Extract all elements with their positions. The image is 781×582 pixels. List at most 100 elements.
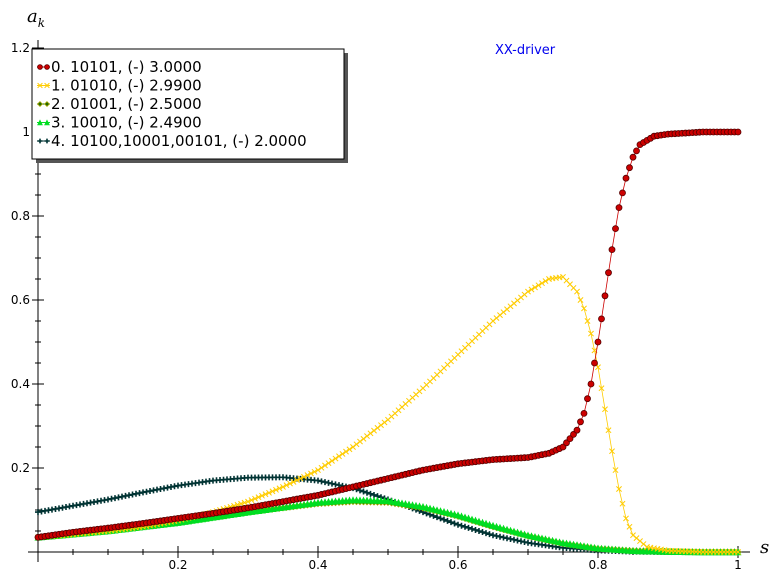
- data-point: [434, 514, 440, 521]
- legend-marker: [44, 82, 50, 89]
- x-tick-label: 0.6: [448, 558, 467, 572]
- data-point: [588, 330, 594, 337]
- data-point: [542, 278, 549, 285]
- data-point: [619, 500, 626, 507]
- data-point: [252, 495, 258, 502]
- data-point: [364, 433, 370, 440]
- data-point: [290, 478, 297, 485]
- y-axis-label-sub: k: [38, 16, 45, 30]
- data-point: [343, 448, 349, 455]
- data-point: [367, 430, 374, 437]
- x-axis-label: s: [760, 537, 769, 558]
- data-point: [318, 464, 325, 471]
- data-point: [241, 499, 248, 506]
- data-point: [371, 427, 377, 434]
- data-point: [591, 359, 598, 367]
- data-point: [598, 385, 605, 392]
- legend-label: 3. 10010, (-) 2.4900: [51, 114, 202, 132]
- data-point: [629, 153, 637, 161]
- data-point: [364, 489, 370, 496]
- data-point: [587, 380, 595, 388]
- x-tick-label: 0.2: [168, 558, 187, 572]
- data-point: [619, 189, 626, 197]
- data-point: [276, 485, 283, 492]
- data-point: [374, 424, 381, 431]
- data-point: [360, 435, 367, 442]
- data-point: [455, 521, 461, 528]
- data-point: [280, 483, 286, 490]
- data-point: [476, 528, 482, 534]
- series-1: [35, 273, 741, 555]
- data-point: [573, 426, 581, 434]
- data-point: [539, 280, 545, 287]
- data-point: [304, 472, 311, 479]
- data-point: [472, 526, 479, 533]
- series-line: [37, 276, 738, 553]
- legend-item-0: 0. 10101, (-) 3.0000: [37, 58, 202, 76]
- legend-marker: [44, 138, 50, 144]
- data-point: [598, 315, 605, 323]
- legend-marker: [37, 101, 43, 107]
- data-point: [315, 467, 321, 474]
- legend-label: 2. 01001, (-) 2.5000: [51, 95, 202, 113]
- axes: 0.2 0.4 0.6 0.8 1 0.2 0.4 0.6 0.8 1 1.2 ak s: [11, 6, 769, 572]
- data-point: [479, 529, 486, 536]
- data-point: [255, 494, 262, 501]
- y-tick-label: 0.4: [11, 377, 30, 391]
- data-point: [269, 488, 276, 495]
- series-line: [37, 476, 738, 553]
- x-tick-label: 0.8: [588, 558, 607, 572]
- data-point: [294, 477, 300, 484]
- legend-marker: [44, 64, 50, 70]
- data-point: [273, 486, 279, 493]
- data-point: [357, 438, 363, 445]
- data-point: [360, 488, 367, 495]
- data-point: [329, 457, 335, 464]
- data-point: [448, 519, 454, 526]
- legend-marker: [44, 101, 50, 107]
- legend-label: 4. 10100,10001,00101, (-) 2.0000: [51, 132, 307, 150]
- data-point: [581, 305, 587, 312]
- data-point: [465, 524, 472, 531]
- data-point: [602, 406, 608, 413]
- data-point: [483, 530, 489, 537]
- y-tick-label: 1: [22, 125, 30, 139]
- data-point: [462, 523, 468, 530]
- legend-item-2: 2. 01001, (-) 2.5000: [37, 95, 202, 113]
- y-tick-label: 1.2: [11, 41, 30, 55]
- data-point: [245, 498, 251, 505]
- legend-label: 1. 01010, (-) 2.9900: [51, 77, 202, 95]
- data-point: [441, 516, 447, 523]
- chart-annotation: XX-driver: [495, 43, 556, 58]
- data-point: [346, 446, 353, 453]
- data-point: [259, 492, 265, 499]
- data-point: [248, 497, 255, 504]
- data-point: [532, 284, 538, 291]
- data-point: [584, 318, 591, 324]
- data-point: [605, 427, 612, 434]
- data-point: [605, 269, 612, 277]
- data-point: [577, 418, 584, 426]
- y-tick-label: 0.2: [11, 461, 30, 475]
- data-point: [458, 522, 465, 529]
- data-point: [626, 523, 633, 530]
- data-point: [325, 460, 332, 467]
- data-point: [622, 174, 630, 182]
- legend-marker: [37, 82, 43, 89]
- data-point: [378, 422, 384, 429]
- data-point: [580, 409, 588, 417]
- data-point: [339, 450, 346, 457]
- data-point: [287, 480, 293, 487]
- data-point: [451, 520, 458, 527]
- data-point: [535, 282, 542, 289]
- data-point: [367, 490, 374, 497]
- data-point: [612, 467, 619, 474]
- legend-marker: [37, 64, 43, 70]
- data-point: [525, 288, 531, 295]
- data-point: [297, 475, 304, 482]
- data-point: [612, 225, 619, 233]
- data-point: [735, 549, 741, 555]
- data-point: [311, 468, 318, 475]
